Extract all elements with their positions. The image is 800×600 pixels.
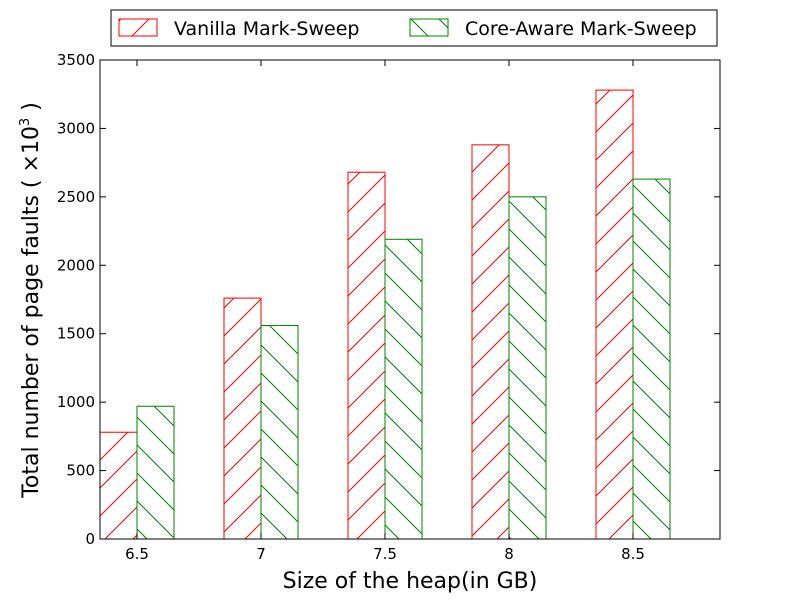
y-axis-title-main: Total number of page faults ( ×10 <box>19 126 44 499</box>
legend-label-vanilla: Vanilla Mark-Sweep <box>174 18 359 40</box>
y-tick-label: 500 <box>66 462 95 480</box>
y-tick-label: 2000 <box>57 256 95 274</box>
y-axis-title-close: ) <box>19 102 44 118</box>
bar-vanilla-6_5 <box>99 431 138 540</box>
bar-core-aware-8_5 <box>632 178 671 540</box>
y-axis-title-exponent: 3 <box>18 118 33 126</box>
bar-core-aware-8 <box>508 196 547 540</box>
x-ticks-layer: 6.5 7 7.5 8 8.5 <box>125 60 645 563</box>
plot-frame <box>99 59 721 540</box>
x-tick-label: 8.5 <box>621 545 645 563</box>
bar-core-aware-7_5 <box>384 238 423 540</box>
x-axis-title: Size of the heap(in GB) <box>283 569 538 594</box>
bar-vanilla-7 <box>223 297 262 540</box>
bars-layer <box>99 89 671 540</box>
bar-vanilla-8_5 <box>595 89 634 540</box>
bar-vanilla-7_5 <box>347 171 386 540</box>
legend-label-core-aware: Core-Aware Mark-Sweep <box>465 18 697 40</box>
legend: Vanilla Mark-Sweep Core-Aware Mark-Sweep <box>110 9 718 47</box>
y-tick-label: 1500 <box>57 325 95 343</box>
legend-swatch-core-aware <box>409 18 449 37</box>
x-tick-label: 7.5 <box>373 545 397 563</box>
y-tick-label: 2500 <box>57 188 95 206</box>
y-tick-label: 0 <box>85 530 95 548</box>
x-tick-label: 8 <box>504 545 514 563</box>
x-tick-label: 7 <box>256 545 266 563</box>
y-tick-label: 3000 <box>57 119 95 137</box>
legend-swatch-vanilla <box>118 18 158 37</box>
y-tick-label: 3500 <box>57 51 95 69</box>
y-tick-label: 1000 <box>57 393 95 411</box>
bar-core-aware-6_5 <box>136 405 175 540</box>
bar-vanilla-8 <box>471 144 510 540</box>
y-axis-title: Total number of page faults ( ×103 ) <box>18 102 44 499</box>
x-tick-label: 6.5 <box>125 545 149 563</box>
bar-core-aware-7 <box>260 325 299 540</box>
y-ticks-layer: 0 500 1000 1500 2000 2500 3000 3500 <box>57 51 720 548</box>
